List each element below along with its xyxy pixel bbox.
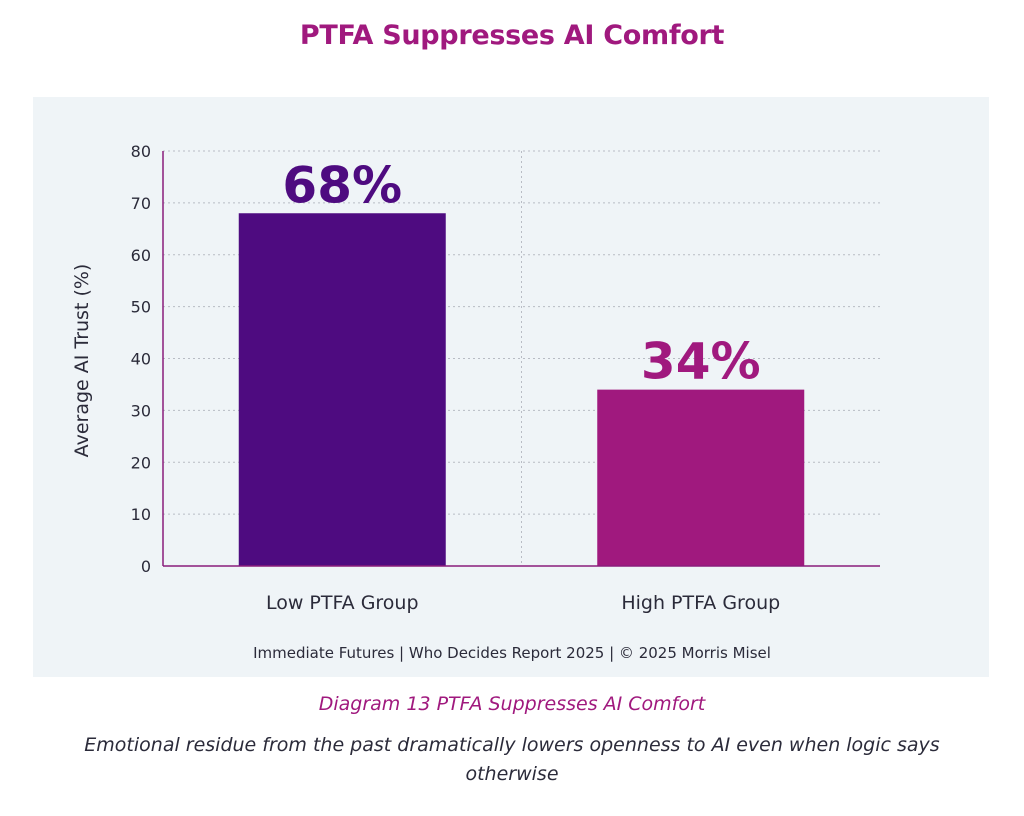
bar-chart: 0 10 20 30 40 50 60 70 80 Average AI Trust (%) 68%…: [71, 142, 880, 614]
y-tick-label: 70: [131, 194, 151, 213]
diagram-caption: Diagram 13 PTFA Suppresses AI Comfort: [318, 693, 706, 715]
y-tick-label: 80: [131, 142, 151, 161]
y-axis-title: Average AI Trust (%): [71, 264, 93, 458]
x-tick-label: Low PTFA Group: [266, 592, 419, 614]
y-tick-label: 10: [131, 505, 151, 524]
y-tick-label: 0: [141, 557, 151, 576]
source-footer: Immediate Futures | Who Decides Report 2…: [253, 644, 771, 662]
chart-title: PTFA Suppresses AI Comfort: [299, 20, 725, 51]
y-tick-label: 30: [131, 401, 151, 420]
bar: [597, 389, 805, 566]
x-tick-label: High PTFA Group: [621, 592, 780, 614]
data-label: 68%: [282, 156, 402, 214]
y-tick-label: 40: [131, 350, 151, 369]
bar: [238, 213, 446, 566]
chart-panel: [33, 97, 989, 677]
y-tick-label: 60: [131, 246, 151, 265]
y-tick-label: 50: [131, 298, 151, 317]
diagram-description: Emotional residue from the past dramatic…: [84, 734, 940, 785]
data-label: 34%: [641, 333, 761, 391]
y-tick-label: 20: [131, 453, 151, 472]
